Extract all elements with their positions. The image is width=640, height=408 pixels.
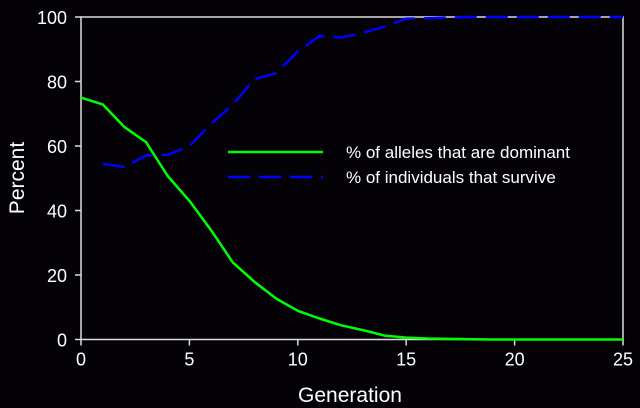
axes: 0 20 40 60 80 100 0 5 10 15 20 25 <box>37 8 633 370</box>
x-tick-label: 25 <box>613 350 633 370</box>
y-axis-label: Percent <box>6 142 29 215</box>
x-tick-label: 15 <box>396 350 416 370</box>
x-tick-label: 5 <box>184 350 194 370</box>
plot-frame <box>80 16 624 341</box>
legend-label-1: % of alleles that are dominant <box>346 143 570 162</box>
y-tick-label: 0 <box>57 331 67 351</box>
y-tick-label: 100 <box>37 8 67 28</box>
y-tick-label: 40 <box>47 202 67 222</box>
x-tick-label: 10 <box>288 350 308 370</box>
y-tick-label: 80 <box>47 73 67 93</box>
legend: % of alleles that are dominant % of indiv… <box>228 143 570 187</box>
x-tick-label: 0 <box>76 350 86 370</box>
y-tick-label: 20 <box>47 266 67 286</box>
legend-label-2: % of individuals that survive <box>346 168 556 187</box>
series-line-1 <box>80 96 623 341</box>
series-lines <box>80 15 623 341</box>
series-line-2 <box>102 15 623 169</box>
x-tick-label: 20 <box>505 350 525 370</box>
y-tick-label: 60 <box>47 137 67 157</box>
x-axis-label: Generation <box>298 384 402 407</box>
